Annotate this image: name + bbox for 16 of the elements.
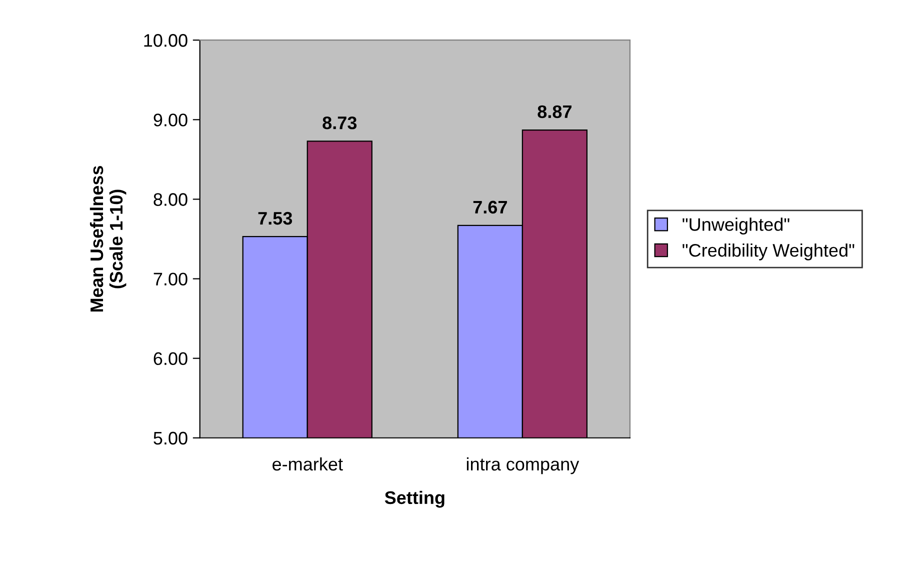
x-tick-label: intra company [466,457,580,474]
x-tick-label: e-market [272,457,343,471]
y-axis-title: Mean Usefulness (Scale 1-10) [90,166,126,312]
y-tick-label: 10.00 [144,34,188,47]
y-tick-label: 8.00 [154,193,188,206]
data-label: 8.87 [538,105,572,118]
x-axis-title: Setting [384,490,444,508]
y-tick-label: 6.00 [154,352,188,366]
data-label: 7.53 [258,212,292,225]
data-label: 8.73 [322,116,357,130]
y-tick-label: 5.00 [154,432,188,445]
legend-label: "Credibility Weighted" [682,244,854,260]
legend-label: "Unweighted" [682,218,790,234]
y-tick-label: 7.00 [154,272,188,286]
data-label: 7.67 [473,200,507,214]
y-tick-label: 9.00 [154,114,188,126]
